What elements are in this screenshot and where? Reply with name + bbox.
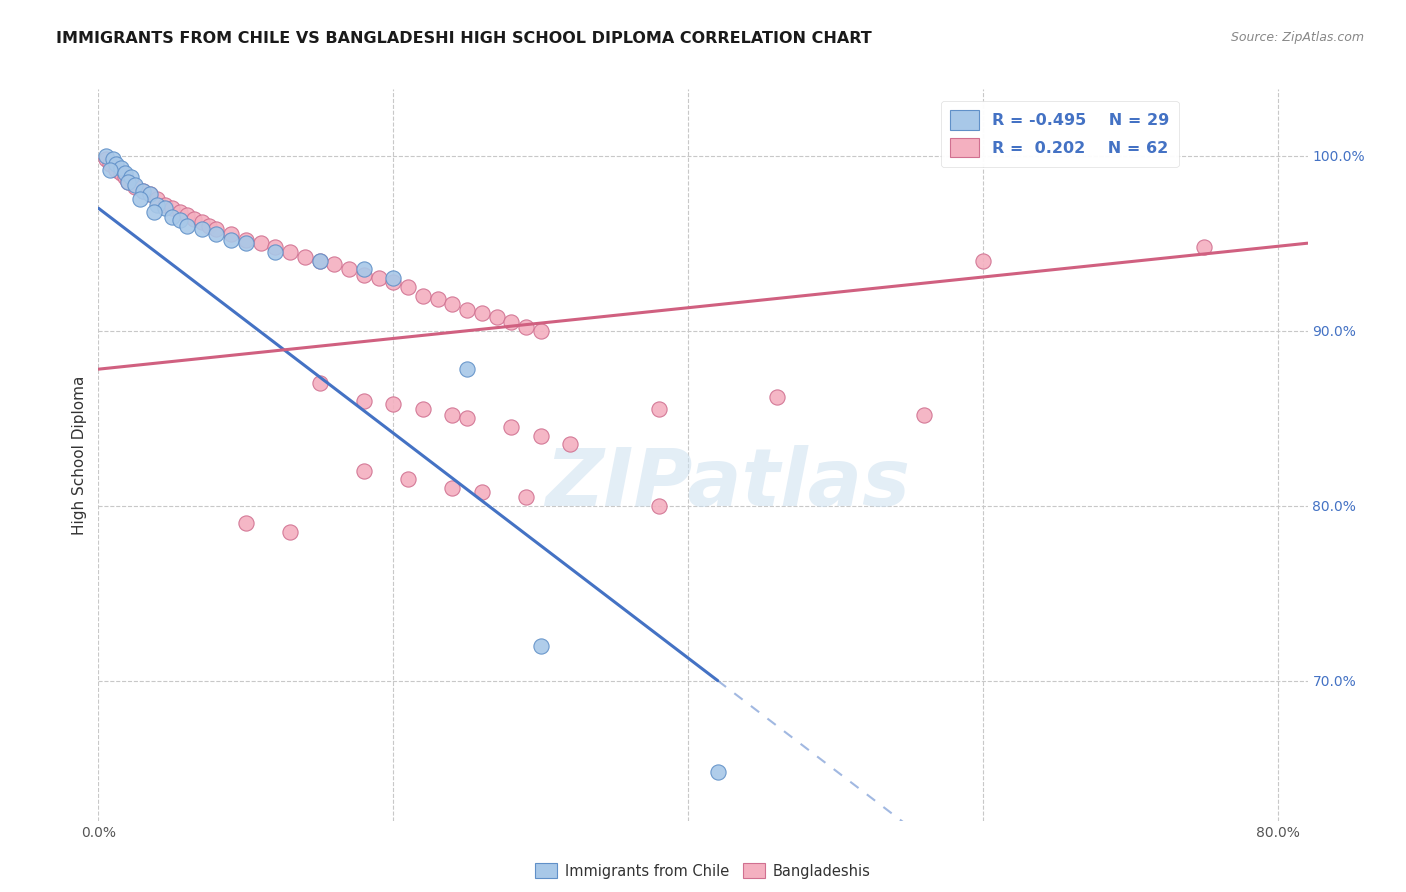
Point — [382, 271, 405, 285]
Point — [139, 187, 162, 202]
Point — [143, 204, 166, 219]
Point — [456, 302, 478, 317]
Point — [190, 222, 212, 236]
Point — [308, 253, 330, 268]
Point — [412, 288, 434, 302]
Point — [337, 262, 360, 277]
Y-axis label: High School Diploma: High School Diploma — [72, 376, 87, 534]
Point — [530, 428, 553, 442]
Point — [219, 233, 242, 247]
Point — [183, 211, 205, 226]
Point — [110, 161, 132, 175]
Text: Source: ZipAtlas.com: Source: ZipAtlas.com — [1230, 31, 1364, 45]
Point — [471, 484, 494, 499]
Text: ZIPatlas: ZIPatlas — [544, 445, 910, 524]
Point — [94, 152, 117, 166]
Point — [120, 169, 142, 184]
Point — [169, 204, 191, 219]
Point — [501, 420, 523, 434]
Point — [367, 271, 389, 285]
Point — [98, 162, 121, 177]
Point — [235, 233, 257, 247]
Point — [110, 166, 132, 180]
Point — [706, 764, 728, 779]
Point — [114, 169, 136, 184]
Point — [114, 166, 136, 180]
Point — [353, 268, 375, 282]
Point — [139, 187, 162, 202]
Point — [153, 197, 176, 211]
Point — [264, 244, 287, 259]
Point — [353, 262, 375, 277]
Point — [426, 292, 449, 306]
Point — [131, 184, 153, 198]
Point — [169, 213, 191, 227]
Point — [441, 481, 464, 495]
Point — [382, 397, 405, 411]
Point — [146, 193, 169, 207]
Point — [235, 236, 257, 251]
Point — [98, 157, 121, 171]
Point — [101, 152, 124, 166]
Point — [131, 184, 153, 198]
Point — [124, 180, 146, 194]
Legend: Immigrants from Chile, Bangladeshis: Immigrants from Chile, Bangladeshis — [530, 857, 876, 885]
Point — [205, 222, 228, 236]
Point — [515, 320, 537, 334]
Point — [471, 306, 494, 320]
Point — [219, 227, 242, 242]
Point — [153, 201, 176, 215]
Point — [198, 219, 221, 233]
Point — [912, 408, 935, 422]
Point — [105, 162, 128, 177]
Point — [382, 275, 405, 289]
Point — [160, 210, 183, 224]
Point — [530, 639, 553, 653]
Point — [128, 193, 150, 207]
Point — [396, 472, 419, 486]
Point — [353, 393, 375, 408]
Point — [412, 402, 434, 417]
Point — [648, 402, 671, 417]
Point — [117, 175, 139, 189]
Point — [105, 157, 128, 171]
Point — [972, 253, 994, 268]
Point — [190, 215, 212, 229]
Point — [456, 411, 478, 425]
Point — [648, 499, 671, 513]
Point — [205, 227, 228, 242]
Point — [264, 240, 287, 254]
Point — [117, 175, 139, 189]
Point — [146, 197, 169, 211]
Point — [353, 464, 375, 478]
Point — [294, 250, 316, 264]
Point — [249, 236, 271, 251]
Point — [160, 201, 183, 215]
Point — [176, 219, 198, 233]
Point — [530, 324, 553, 338]
Point — [308, 376, 330, 391]
Point — [176, 208, 198, 222]
Point — [278, 524, 301, 539]
Point — [501, 315, 523, 329]
Point — [560, 437, 582, 451]
Point — [765, 390, 787, 404]
Point — [456, 362, 478, 376]
Point — [1194, 240, 1216, 254]
Text: IMMIGRANTS FROM CHILE VS BANGLADESHI HIGH SCHOOL DIPLOMA CORRELATION CHART: IMMIGRANTS FROM CHILE VS BANGLADESHI HIG… — [56, 31, 872, 46]
Point — [396, 280, 419, 294]
Point — [124, 178, 146, 193]
Legend: R = -0.495    N = 29, R =  0.202    N = 62: R = -0.495 N = 29, R = 0.202 N = 62 — [941, 101, 1178, 167]
Point — [441, 297, 464, 311]
Point — [515, 490, 537, 504]
Point — [441, 408, 464, 422]
Point — [323, 257, 346, 271]
Point — [308, 253, 330, 268]
Point — [278, 244, 301, 259]
Point — [485, 310, 508, 324]
Point — [235, 516, 257, 531]
Point — [94, 149, 117, 163]
